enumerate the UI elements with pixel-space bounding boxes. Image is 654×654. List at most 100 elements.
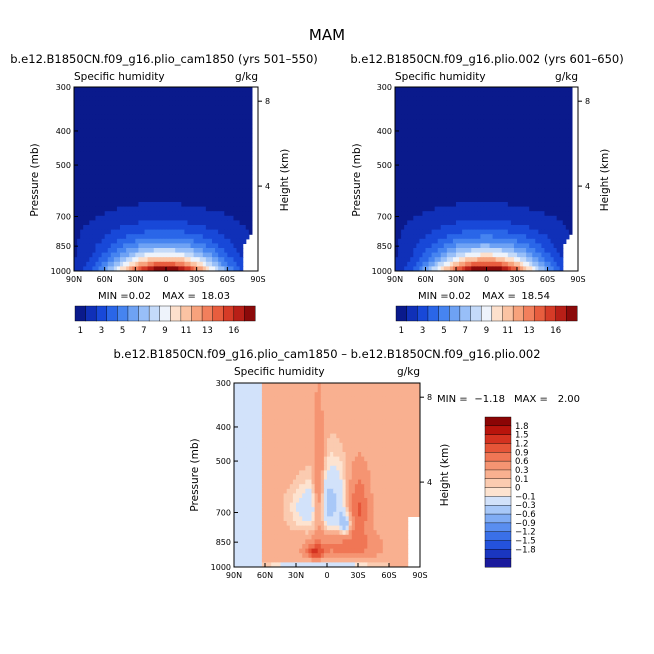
field-cell [354,387,359,393]
field-cell [236,151,241,157]
field-cell [150,252,155,258]
field-cell [431,105,436,111]
field-cell [135,156,139,162]
field-cell [135,169,139,175]
field-cell [74,174,78,180]
field-cell [559,128,564,134]
field-cell [547,174,552,180]
field-cell [178,192,182,198]
field-cell [162,220,167,226]
field-cell [568,220,573,226]
field-cell [449,220,454,226]
field-cell [202,87,207,93]
x-tick-label: 90N [66,275,82,284]
field-cell [150,87,155,93]
field-cell [123,137,127,143]
field-cell [242,91,247,97]
field-cell [221,137,225,143]
field-cell [159,220,164,226]
field-cell [376,392,381,398]
field-cell [446,110,451,116]
field-cell [510,220,515,226]
field-cell [159,156,164,162]
field-cell [483,114,488,120]
field-cell [559,146,564,152]
field-cell [565,160,570,166]
field-cell [175,197,179,203]
field-cell [404,257,408,263]
field-cell [413,137,417,143]
field-cell [456,100,460,106]
field-cell [401,188,405,194]
field-cell [95,174,100,180]
field-cell [172,248,176,254]
field-cell [242,146,247,152]
field-cell [440,192,445,198]
field-cell [113,252,118,258]
field-cell [74,234,78,240]
field-cell [449,156,454,162]
field-cell [126,225,130,231]
field-cell [116,119,121,125]
field-cell [462,160,466,166]
field-cell [468,151,472,157]
field-cell [459,225,463,231]
field-cell [480,110,485,116]
field-cell [443,87,448,93]
field-cell [498,192,503,198]
field-cell [215,202,219,208]
field-cell [480,225,485,231]
field-cell [135,133,139,139]
field-cell [395,383,399,389]
field-cell [150,146,155,152]
field-cell [529,234,533,240]
field-cell [410,392,415,398]
field-cell [239,257,244,263]
field-cell [95,183,100,189]
field-cell [178,87,182,93]
field-cell [138,188,143,194]
field-cell [495,261,500,267]
field-cell [568,156,573,162]
field-cell [236,137,241,143]
field-cell [477,183,481,189]
field-cell [218,206,222,212]
field-cell [193,211,198,217]
field-cell [568,146,573,152]
field-cell [89,96,93,102]
field-cell [92,100,97,106]
field-cell [178,252,182,258]
field-cell [486,142,491,148]
field-cell [104,123,109,129]
field-cell [126,128,130,134]
field-cell [107,215,112,221]
field-cell [465,179,469,185]
field-cell [428,192,433,198]
field-cell [465,197,469,203]
field-cell [150,215,155,221]
field-cell [175,192,179,198]
field-cell [166,156,170,162]
field-cell [443,261,448,267]
field-cell [507,229,512,235]
field-cell [110,220,115,226]
field-cell [162,96,167,102]
field-cell [116,96,121,102]
field-cell [465,142,469,148]
field-cell [190,156,195,162]
field-cell [538,174,542,180]
field-cell [428,169,433,175]
field-cell [239,110,244,116]
field-cell [172,197,176,203]
field-cell [147,160,152,166]
field-cell [410,234,414,240]
field-cell [416,252,420,258]
field-cell [283,383,288,389]
field-cell [398,206,402,212]
field-cell [175,220,179,226]
field-cell [553,188,558,194]
field-cell [110,100,115,106]
field-cell [77,137,81,143]
field-cell [101,229,106,235]
field-cell [153,183,158,189]
